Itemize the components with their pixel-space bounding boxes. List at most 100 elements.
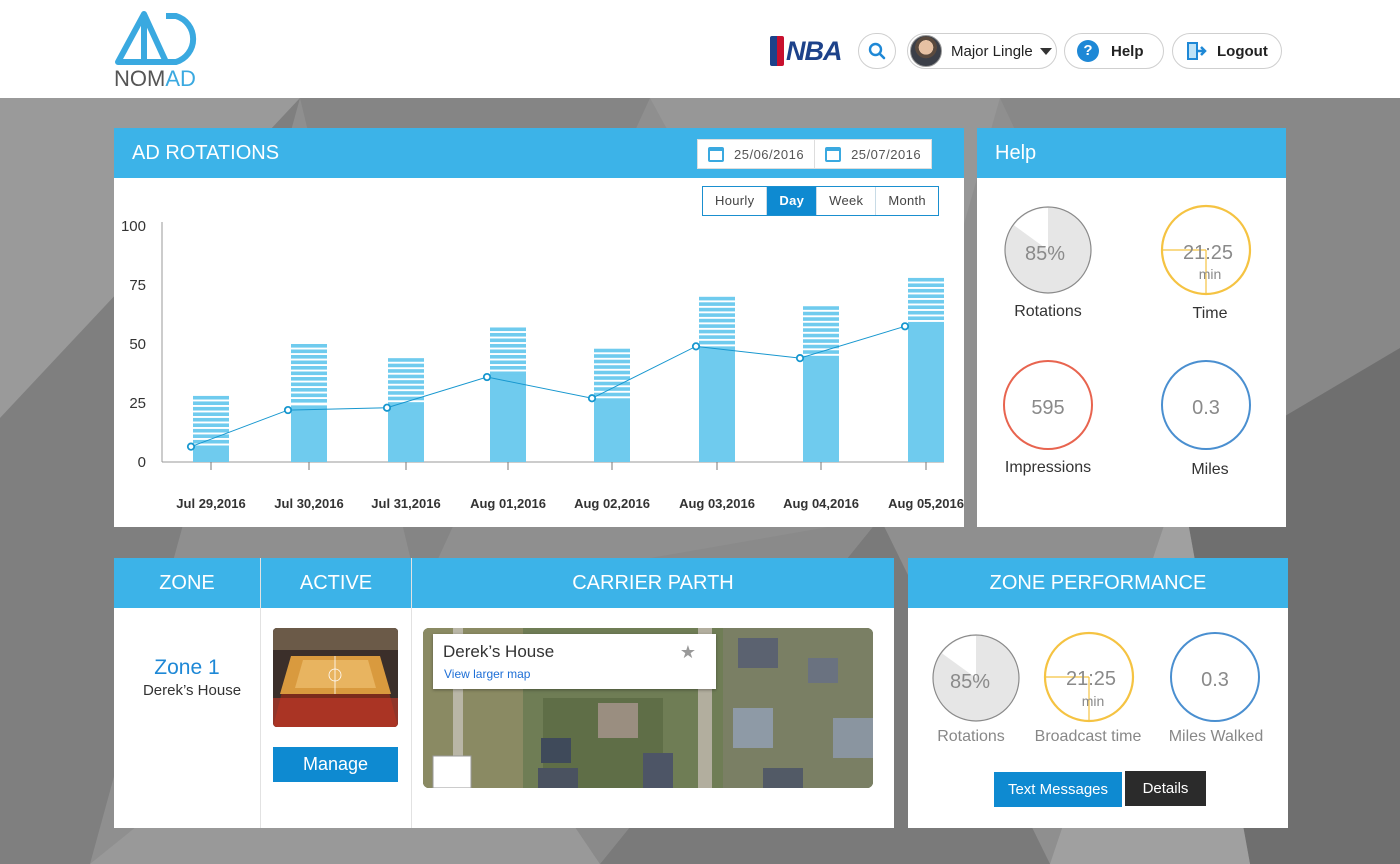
- date-to-value: 25/07/2016: [851, 146, 922, 162]
- impressions-label: Impressions: [1004, 459, 1092, 476]
- bar-stripe: [388, 385, 424, 390]
- calendar-icon: [708, 146, 724, 162]
- bar-stripe: [594, 354, 630, 358]
- bar-striped-segment: [908, 277, 944, 326]
- text-messages-button[interactable]: Text Messages: [994, 772, 1122, 807]
- bar-stripe: [594, 370, 630, 375]
- details-button[interactable]: Details: [1125, 771, 1206, 806]
- bar-stripe: [803, 339, 839, 343]
- time-ring: [1160, 204, 1252, 296]
- bar-stripe: [908, 288, 944, 293]
- time-value: 21:25: [1183, 242, 1233, 264]
- y-tick-label: 75: [129, 277, 146, 294]
- search-button[interactable]: [858, 33, 896, 69]
- top-bar: NOMAD NBA Major Lingle ? Help Logout: [0, 0, 1400, 98]
- time-label: Time: [1192, 305, 1228, 322]
- zone-name-link[interactable]: Zone 1: [154, 656, 220, 679]
- bar-stripe: [699, 318, 735, 323]
- date-from-value: 25/06/2016: [734, 146, 805, 162]
- bar-stripe: [699, 335, 735, 339]
- zone-miles-ring: [1170, 632, 1260, 722]
- bar-stripe: [490, 360, 526, 365]
- bar-stripe: [699, 340, 735, 345]
- bar-stripe: [490, 354, 526, 359]
- zone-performance-card: ZONE PERFORMANCE 85% 21:25 min 0.3 Rotat…: [908, 558, 1288, 828]
- bar-stripe: [291, 349, 327, 354]
- manage-button[interactable]: Manage: [273, 747, 398, 782]
- bar-stripe: [594, 348, 630, 353]
- bar-stripe: [388, 391, 424, 395]
- miles-value: 0.3: [1192, 397, 1220, 419]
- bar-striped-segment: [291, 344, 327, 403]
- bar-striped-segment: [193, 395, 229, 444]
- trend-point: [382, 403, 392, 412]
- date-to-picker[interactable]: 25/07/2016: [814, 140, 931, 168]
- search-icon: [868, 42, 886, 60]
- date-from-picker[interactable]: 25/06/2016: [698, 140, 814, 168]
- zone-time-label: Broadcast time: [1034, 728, 1142, 745]
- col-zone-header: ZONE: [114, 558, 260, 608]
- x-tick-label: Aug 01,2016: [470, 496, 546, 511]
- nomad-logo[interactable]: NOMAD: [114, 10, 204, 92]
- bar-stripe: [803, 322, 839, 327]
- bar-stripe: [490, 332, 526, 337]
- logout-icon: [1187, 42, 1207, 60]
- y-tick-label: 100: [121, 218, 146, 235]
- trend-point: [900, 322, 910, 331]
- bar-stripe: [490, 365, 526, 370]
- bar-stripe: [388, 369, 424, 373]
- zone-rotations-label: Rotations: [937, 728, 1005, 745]
- nba-logo-icon: [770, 36, 784, 66]
- help-panel: Help 85% 21:25 min 595 0.3 Rotations Tim…: [977, 128, 1286, 527]
- carrier-path-map[interactable]: Derek’s House View larger map ★: [423, 628, 873, 788]
- bar-stripe: [594, 392, 630, 397]
- zone-table: ZONE ACTIVE CARRIER PARTH Zone 1 Derek’s…: [114, 558, 894, 828]
- logout-button-label: Logout: [1217, 42, 1268, 60]
- logout-button[interactable]: Logout: [1172, 33, 1282, 69]
- bar-stripe: [193, 406, 229, 411]
- zone-time-ring: [1043, 631, 1135, 723]
- y-tick-label: 50: [129, 336, 146, 353]
- logo-text-nom: NOM: [114, 66, 166, 91]
- star-icon[interactable]: ★: [679, 642, 696, 662]
- help-button-label: Help: [1111, 42, 1144, 60]
- bar-stripe: [908, 277, 944, 282]
- tab-week[interactable]: Week: [816, 187, 875, 215]
- map-place-title: Derek’s House: [443, 642, 555, 661]
- ad-rotations-card: AD ROTATIONS 25/06/2016 25/07/2016 Hourl…: [114, 128, 964, 527]
- bar-stripe: [803, 333, 839, 338]
- zone-performance-title: ZONE PERFORMANCE: [908, 558, 1288, 608]
- zone-miles-value: 0.3: [1201, 669, 1229, 691]
- tab-hourly[interactable]: Hourly: [715, 193, 755, 208]
- bar-stripe: [193, 417, 229, 422]
- bar-stripe: [699, 329, 735, 334]
- trend-point: [482, 372, 492, 382]
- bar-filled-segment: [291, 405, 327, 462]
- bar-stripe: [193, 423, 229, 428]
- bar-stripe: [388, 380, 424, 384]
- tab-month[interactable]: Month: [875, 187, 938, 215]
- bar-filled-segment: [388, 405, 424, 462]
- bar-stripe: [490, 371, 526, 376]
- bar-stripe: [490, 343, 526, 348]
- bar-stripe: [193, 434, 229, 439]
- rotations-value: 85%: [1025, 243, 1065, 265]
- nba-logo: NBA: [770, 36, 842, 66]
- x-tick-label: Aug 03,2016: [679, 496, 755, 511]
- bar-stripe: [291, 393, 327, 398]
- user-menu-button[interactable]: Major Lingle: [907, 33, 1057, 69]
- help-panel-title: Help: [977, 128, 1286, 178]
- avatar: [910, 35, 942, 67]
- bar-stripe: [594, 365, 630, 369]
- view-larger-map-link[interactable]: View larger map: [444, 667, 531, 681]
- rotations-chart: 0 25 50 75 100 Jul 29,2016 Jul 30,2016 Jul 31,2…: [121, 218, 964, 511]
- tab-day[interactable]: Day: [766, 187, 817, 215]
- x-tick-label: Aug 05,2016: [888, 496, 964, 511]
- rotations-label: Rotations: [1014, 303, 1082, 320]
- bar-stripe: [908, 294, 944, 299]
- x-tick-label: Jul 29,2016: [176, 496, 245, 511]
- bar-stripe: [193, 395, 229, 400]
- help-button[interactable]: ? Help: [1064, 33, 1164, 69]
- zone-time-value: 21:25: [1066, 668, 1116, 690]
- bar-stripe: [291, 360, 327, 365]
